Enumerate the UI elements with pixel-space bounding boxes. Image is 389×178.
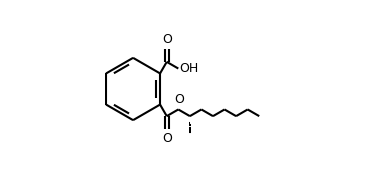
Text: O: O	[174, 93, 184, 106]
Text: OH: OH	[180, 62, 199, 75]
Text: O: O	[162, 33, 172, 46]
Text: O: O	[162, 132, 172, 145]
